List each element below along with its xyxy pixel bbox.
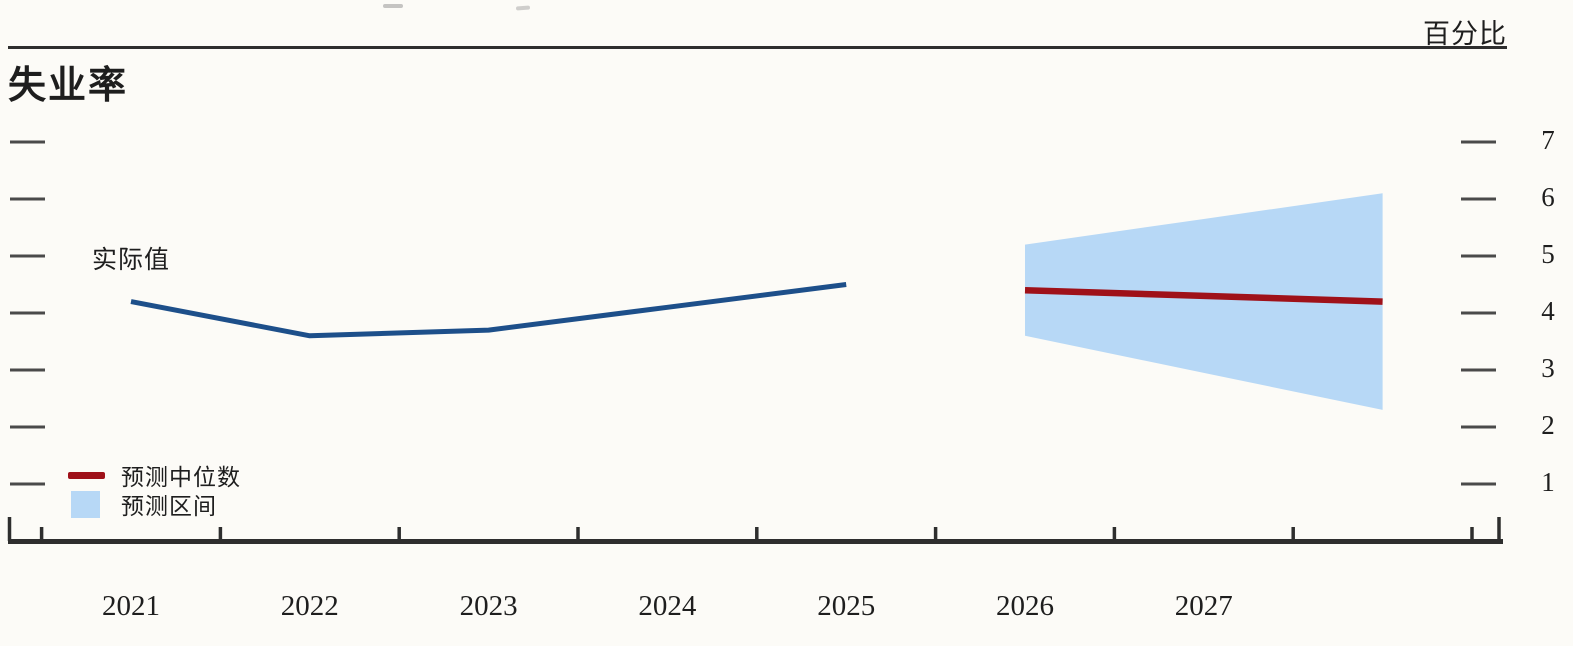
legend: 预测中位数 预测区间 [68,462,241,520]
header-rule [8,46,1507,49]
y-axis-tick-label: 3 [1541,353,1555,383]
x-axis-label: 2021 [102,590,160,622]
top-smudge-artifact [383,4,403,8]
y-axis-tick-label: 6 [1541,182,1555,212]
y-axis-tick-label: 7 [1541,125,1555,155]
x-axis-label: 2022 [280,590,339,622]
median-line-swatch-icon [68,471,105,479]
x-axis-label: 2027 [1174,590,1233,622]
median-projection-line [1024,286,1383,305]
x-axis-label: 2026 [996,590,1054,622]
y-axis-tick-label: 4 [1541,296,1555,326]
x-axis-label: 2025 [817,590,876,622]
actual-series-label: 实际值 [92,247,171,274]
y-axis-unit-label: 百分比 [1423,19,1507,49]
chart-title: 失业率 [8,65,129,107]
legend-item-range: 预测区间 [68,490,241,519]
legend-range-label: 预测区间 [121,494,217,519]
legend-median-label: 预测中位数 [121,465,241,490]
legend-item-median: 预测中位数 [68,462,241,490]
y-axis-tick-label: 2 [1541,410,1555,440]
range-swatch-icon [71,490,100,518]
projection-range-band [1025,193,1383,410]
y-axis-tick-label: 5 [1541,239,1555,269]
actual-unemployment-line [130,282,847,339]
x-axis-label: 2024 [638,590,697,622]
y-axis-tick-label: 1 [1541,467,1555,497]
x-axis-label: 2023 [459,590,518,622]
